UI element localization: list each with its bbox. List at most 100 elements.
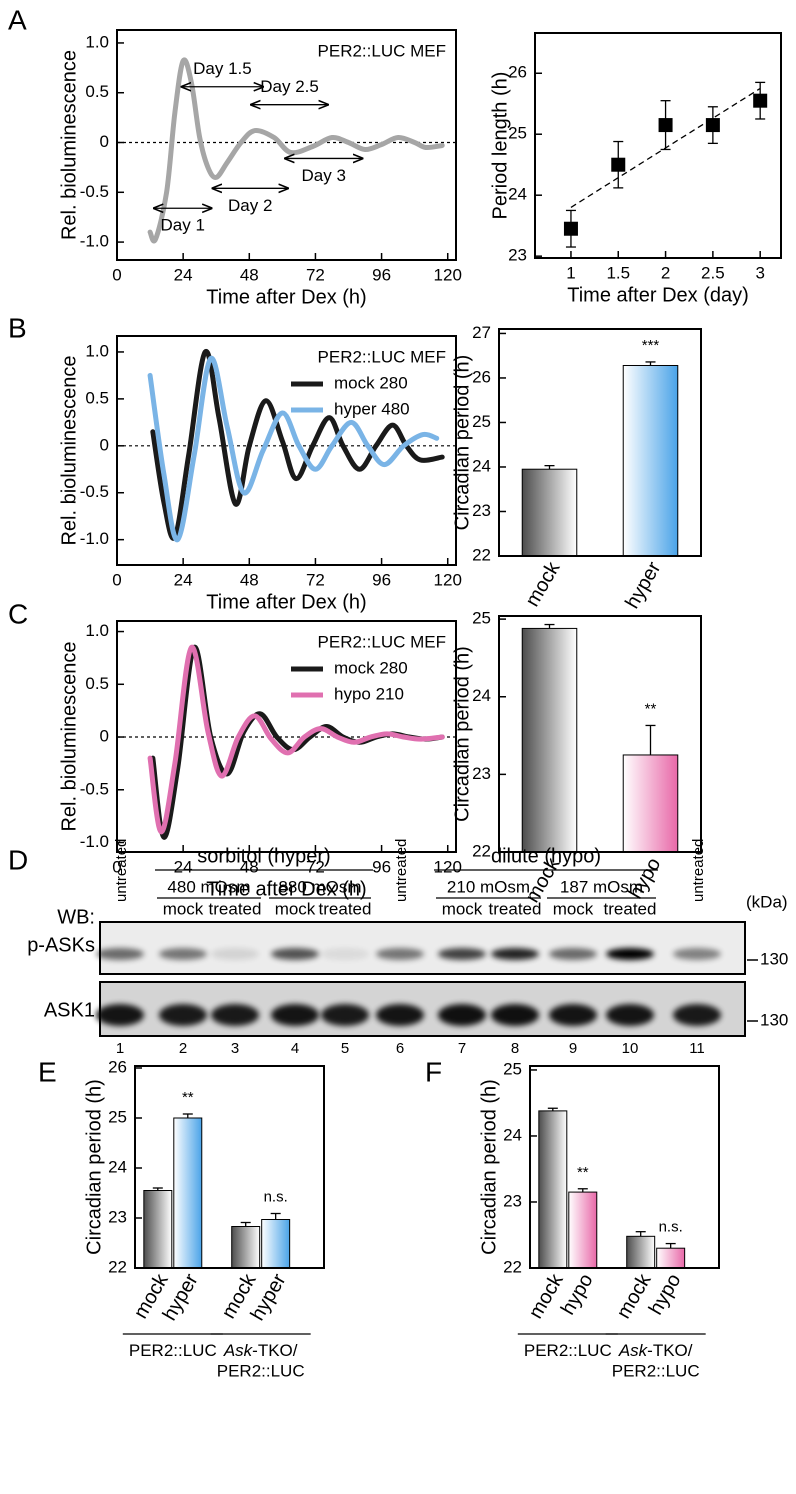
group-label-text: PER2::LUC	[524, 1341, 612, 1360]
band	[673, 948, 721, 960]
data-line	[147, 57, 445, 244]
condition-label: treated	[319, 899, 372, 918]
x-tick-label: 24	[174, 265, 193, 284]
panel-label: A	[8, 4, 27, 35]
arrow-label: Day 2.5	[260, 77, 319, 96]
x-tick-label: 24	[174, 857, 193, 876]
y-tick-label: 23	[472, 501, 491, 520]
y-tick-label: 23	[472, 764, 491, 783]
panel-label: C	[8, 598, 28, 629]
band	[159, 948, 207, 960]
lane-number: 3	[231, 1040, 239, 1057]
significance-label: **	[645, 700, 657, 717]
group-label-line2: PER2::LUC	[217, 1361, 305, 1380]
y-tick-label: 0.5	[85, 388, 109, 407]
band	[211, 948, 259, 960]
band	[673, 1004, 721, 1026]
y-axis-label: Circadian period (h)	[478, 1079, 500, 1255]
bar	[538, 1110, 568, 1269]
condition-label: treated	[604, 899, 657, 918]
bar	[622, 364, 679, 557]
x-axis-label: Time after Dex (h)	[206, 286, 366, 308]
unit-label: (kDa)	[746, 892, 788, 911]
condition-label: mock	[442, 899, 483, 918]
bar	[656, 1247, 686, 1269]
y-tick-label: -0.5	[80, 779, 109, 798]
bar	[261, 1219, 291, 1269]
y-axis-label: Rel. bioluminescence	[58, 50, 80, 240]
lane-number: 7	[458, 1040, 466, 1057]
y-tick-label: -1.0	[80, 232, 109, 251]
group-label: Ask-TKO/	[223, 1341, 298, 1360]
lane-label: untreated	[690, 839, 707, 902]
x-tick-label: mock	[525, 1269, 568, 1322]
plot-frame	[116, 29, 457, 261]
y-axis-label: Period length (h)	[489, 72, 511, 220]
group-label-text: -TKO/	[252, 1341, 298, 1360]
x-tick-label: hypo	[645, 1270, 686, 1319]
legend-label: mock 280	[334, 658, 408, 677]
y-tick-label: 26	[508, 63, 527, 82]
y-tick-label: -1.0	[80, 832, 109, 851]
x-tick-label: hypo	[557, 1270, 598, 1319]
x-tick-label: 72	[306, 265, 325, 284]
dose-label: 210 mOsm	[447, 877, 530, 896]
band	[271, 1004, 319, 1026]
y-tick-label: 24	[503, 1125, 522, 1144]
band	[321, 1004, 369, 1026]
treatment-label: sorbitol (hyper)	[197, 845, 330, 867]
x-tick-label: 48	[240, 265, 259, 284]
x-tick-label: hyper	[621, 558, 665, 613]
band	[271, 948, 319, 960]
significance-label: n.s.	[659, 1219, 683, 1236]
x-tick-label: 120	[434, 857, 462, 876]
x-tick-label: 96	[372, 857, 391, 876]
panel-label: F	[425, 1056, 442, 1087]
lane-number: 10	[622, 1040, 639, 1057]
legend-title: PER2::LUC MEF	[318, 632, 446, 651]
bar	[231, 1226, 261, 1269]
x-tick-label: 24	[174, 570, 193, 589]
x-tick-label: 96	[372, 570, 391, 589]
y-tick-label: 24	[472, 456, 491, 475]
x-tick-label: 1.5	[606, 263, 630, 282]
bar	[568, 1191, 598, 1269]
lane-number: 6	[396, 1040, 404, 1057]
group-label-italic: Ask	[618, 1341, 649, 1360]
band	[549, 1004, 597, 1026]
group-label: PER2::LUC	[129, 1341, 217, 1360]
row-label: p-ASKs	[27, 934, 95, 956]
y-tick-label: 0	[100, 435, 109, 454]
band	[491, 1004, 539, 1026]
band	[438, 948, 486, 960]
x-tick-label: 120	[434, 570, 462, 589]
y-tick-label: 22	[472, 545, 491, 564]
y-tick-label: 0	[100, 132, 109, 151]
legend-title: PER2::LUC MEF	[318, 347, 446, 366]
band	[159, 1004, 207, 1026]
bar	[173, 1117, 203, 1269]
y-tick-label: 24	[508, 185, 527, 204]
arrow-label: Day 1.5	[193, 59, 252, 78]
lane-number: 9	[569, 1040, 577, 1057]
lane-number: 5	[341, 1040, 349, 1057]
y-tick-label: 23	[108, 1207, 127, 1226]
data-line	[150, 349, 445, 541]
y-tick-label: 0.5	[85, 674, 109, 693]
y-tick-label: 22	[108, 1257, 127, 1276]
y-tick-label: 0	[100, 727, 109, 746]
annotation: PER2::LUC MEF	[318, 41, 446, 60]
y-tick-label: 1.0	[85, 341, 109, 360]
x-tick-label: 2.5	[701, 263, 725, 282]
band	[606, 948, 654, 960]
bar	[626, 1235, 656, 1269]
x-tick-label: mock	[521, 557, 564, 610]
x-tick-label: 0	[112, 857, 121, 876]
band	[376, 948, 424, 960]
plot-frame	[134, 1065, 325, 1269]
plot-frame	[498, 328, 702, 557]
marker-label: 130	[760, 949, 788, 968]
data-point	[658, 118, 673, 133]
y-tick-label: 1.0	[85, 32, 109, 51]
lane-label: untreated	[393, 839, 410, 902]
